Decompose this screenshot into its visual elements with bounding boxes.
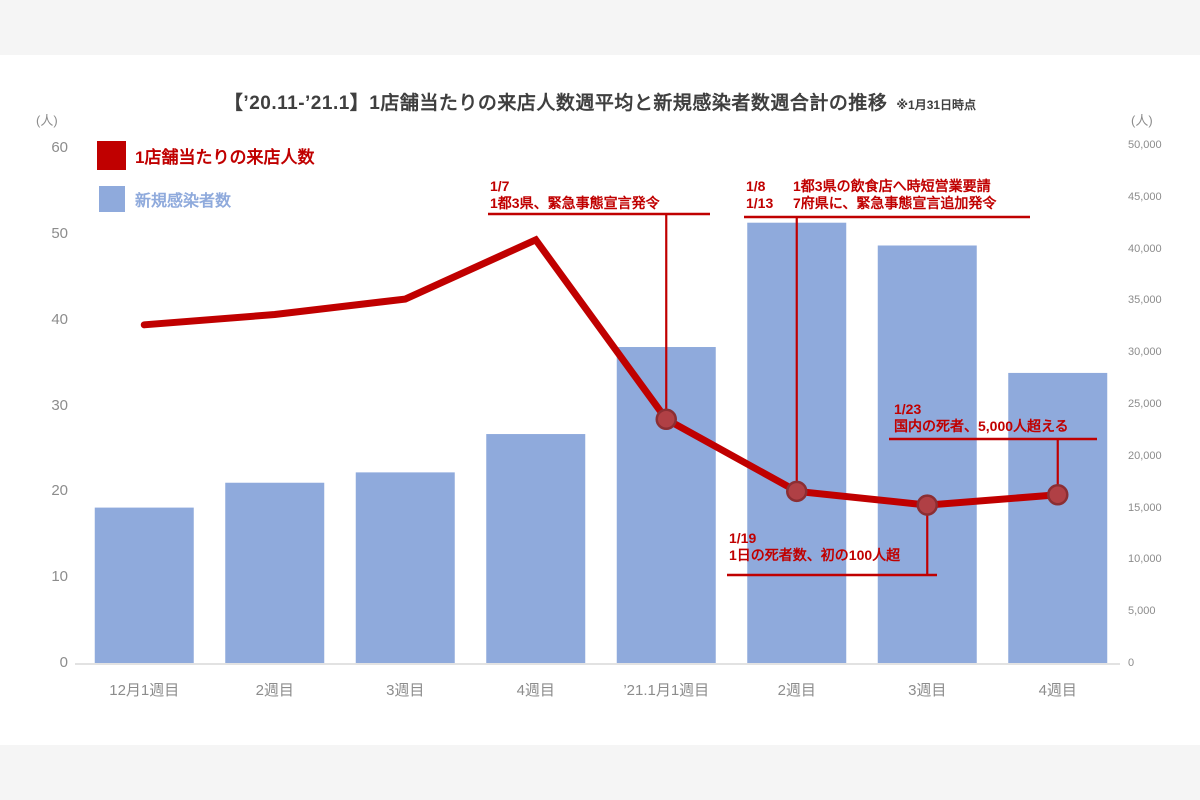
right-axis-tick: 10,000: [1128, 553, 1162, 566]
bar-new-cases: [486, 434, 586, 663]
right-axis-tick: 30,000: [1128, 346, 1162, 359]
x-axis-label: 2週目: [777, 682, 816, 699]
annotation-jan19-date: 1/19: [729, 530, 757, 546]
right-axis-tick: 25,000: [1128, 398, 1162, 410]
annotation-jan8-row: 1/8 1都3県の飲食店へ時短営業要請: [746, 178, 996, 195]
bar-new-cases: [225, 482, 325, 663]
left-axis-tick: 40: [51, 310, 68, 328]
annotation-jan8-date: 1/8: [746, 178, 766, 194]
chart-background: [0, 55, 1200, 745]
left-axis-tick: 60: [51, 139, 68, 156]
chart-date-note: ※1月31日時点: [896, 98, 977, 112]
annotation-jan23-date: 1/23: [894, 401, 922, 417]
right-axis-tick: 5,000: [1128, 605, 1156, 618]
right-axis-tick: 40,000: [1128, 242, 1162, 255]
x-axis-label: ’21.1月1週目: [623, 682, 710, 699]
legend-swatch-blue: [99, 186, 125, 212]
right-axis-tick: 15,000: [1128, 501, 1162, 514]
x-axis-label: 4週目: [516, 682, 555, 699]
right-axis-tick: 50,000: [1128, 139, 1162, 151]
x-axis-label: 4週目: [1038, 682, 1077, 699]
legend-label-new-cases: 新規感染者数: [135, 193, 232, 210]
annotation-jan8-13: 1/8 1都3県の飲食店へ時短営業要請 1/13 7府県に、緊急事態宣言追加発令: [746, 178, 996, 212]
right-axis-tick: 45,000: [1128, 190, 1162, 203]
annotation-jan7-date: 1/7: [490, 178, 510, 194]
legend-item-new-cases: 新規感染者数: [99, 186, 231, 212]
x-axis-label: 3週目: [386, 682, 425, 699]
line-marker: [1047, 484, 1069, 506]
visitors-trend-line: [140, 235, 1062, 509]
annotation-jan13-row: 1/13 7府県に、緊急事態宣言追加発令: [746, 195, 996, 212]
x-axis-label: 2週目: [255, 682, 294, 699]
legend-item-visitors: 1店舗当たりの来店人数: [97, 141, 314, 170]
x-axis-label: 12月1週目: [109, 682, 180, 699]
chart-title-row: 【’20.11-’21.1】1店舗当たりの来店人数週平均と新規感染者数週合計の推…: [0, 88, 1200, 115]
line-marker: [916, 494, 938, 516]
annotation-jan19-text: 1日の死者数、初の100人超: [729, 547, 901, 563]
right-axis-unit: (人): [1131, 113, 1153, 128]
bar-new-cases: [355, 472, 455, 663]
right-axis-tick: 20,000: [1128, 449, 1162, 462]
left-axis-tick: 20: [51, 482, 68, 500]
right-axis-tick: 35,000: [1128, 294, 1162, 307]
annotation-jan13-text: 7府県に、緊急事態宣言追加発令: [793, 195, 997, 211]
line-marker: [786, 480, 808, 503]
legend-swatch-red: [97, 141, 126, 170]
x-axis-label: 3週目: [908, 682, 947, 699]
bar-new-cases: [1008, 372, 1108, 663]
chart-title: 【’20.11-’21.1】1店舗当たりの来店人数週平均と新規感染者数週合計の推…: [223, 93, 888, 114]
left-axis-tick: 10: [51, 568, 68, 586]
annotation-jan7-text: 1都3県、緊急事態宣言発令: [490, 195, 660, 211]
annotation-jan23-text: 国内の死者、5,000人超える: [894, 418, 1069, 434]
annotation-jan8-text: 1都3県の飲食店へ時短営業要請: [793, 178, 991, 194]
bar-new-cases: [94, 507, 194, 663]
legend-label-visitors: 1店舗当たりの来店人数: [135, 148, 315, 167]
line-marker: [655, 408, 677, 430]
right-axis-tick: 0: [1128, 657, 1135, 669]
bar-new-cases: [877, 245, 977, 663]
annotation-jan19: 1/19 1日の死者数、初の100人超: [729, 530, 900, 564]
left-axis-tick: 30: [51, 396, 68, 414]
left-axis-tick: 50: [51, 224, 68, 242]
left-axis-unit: (人): [36, 113, 58, 128]
left-axis-tick: 0: [59, 654, 68, 671]
annotation-jan23: 1/23 国内の死者、5,000人超える: [894, 401, 1069, 435]
annotation-jan7: 1/7 1都3県、緊急事態宣言発令: [490, 178, 660, 212]
annotation-jan13-date: 1/13: [746, 195, 774, 211]
